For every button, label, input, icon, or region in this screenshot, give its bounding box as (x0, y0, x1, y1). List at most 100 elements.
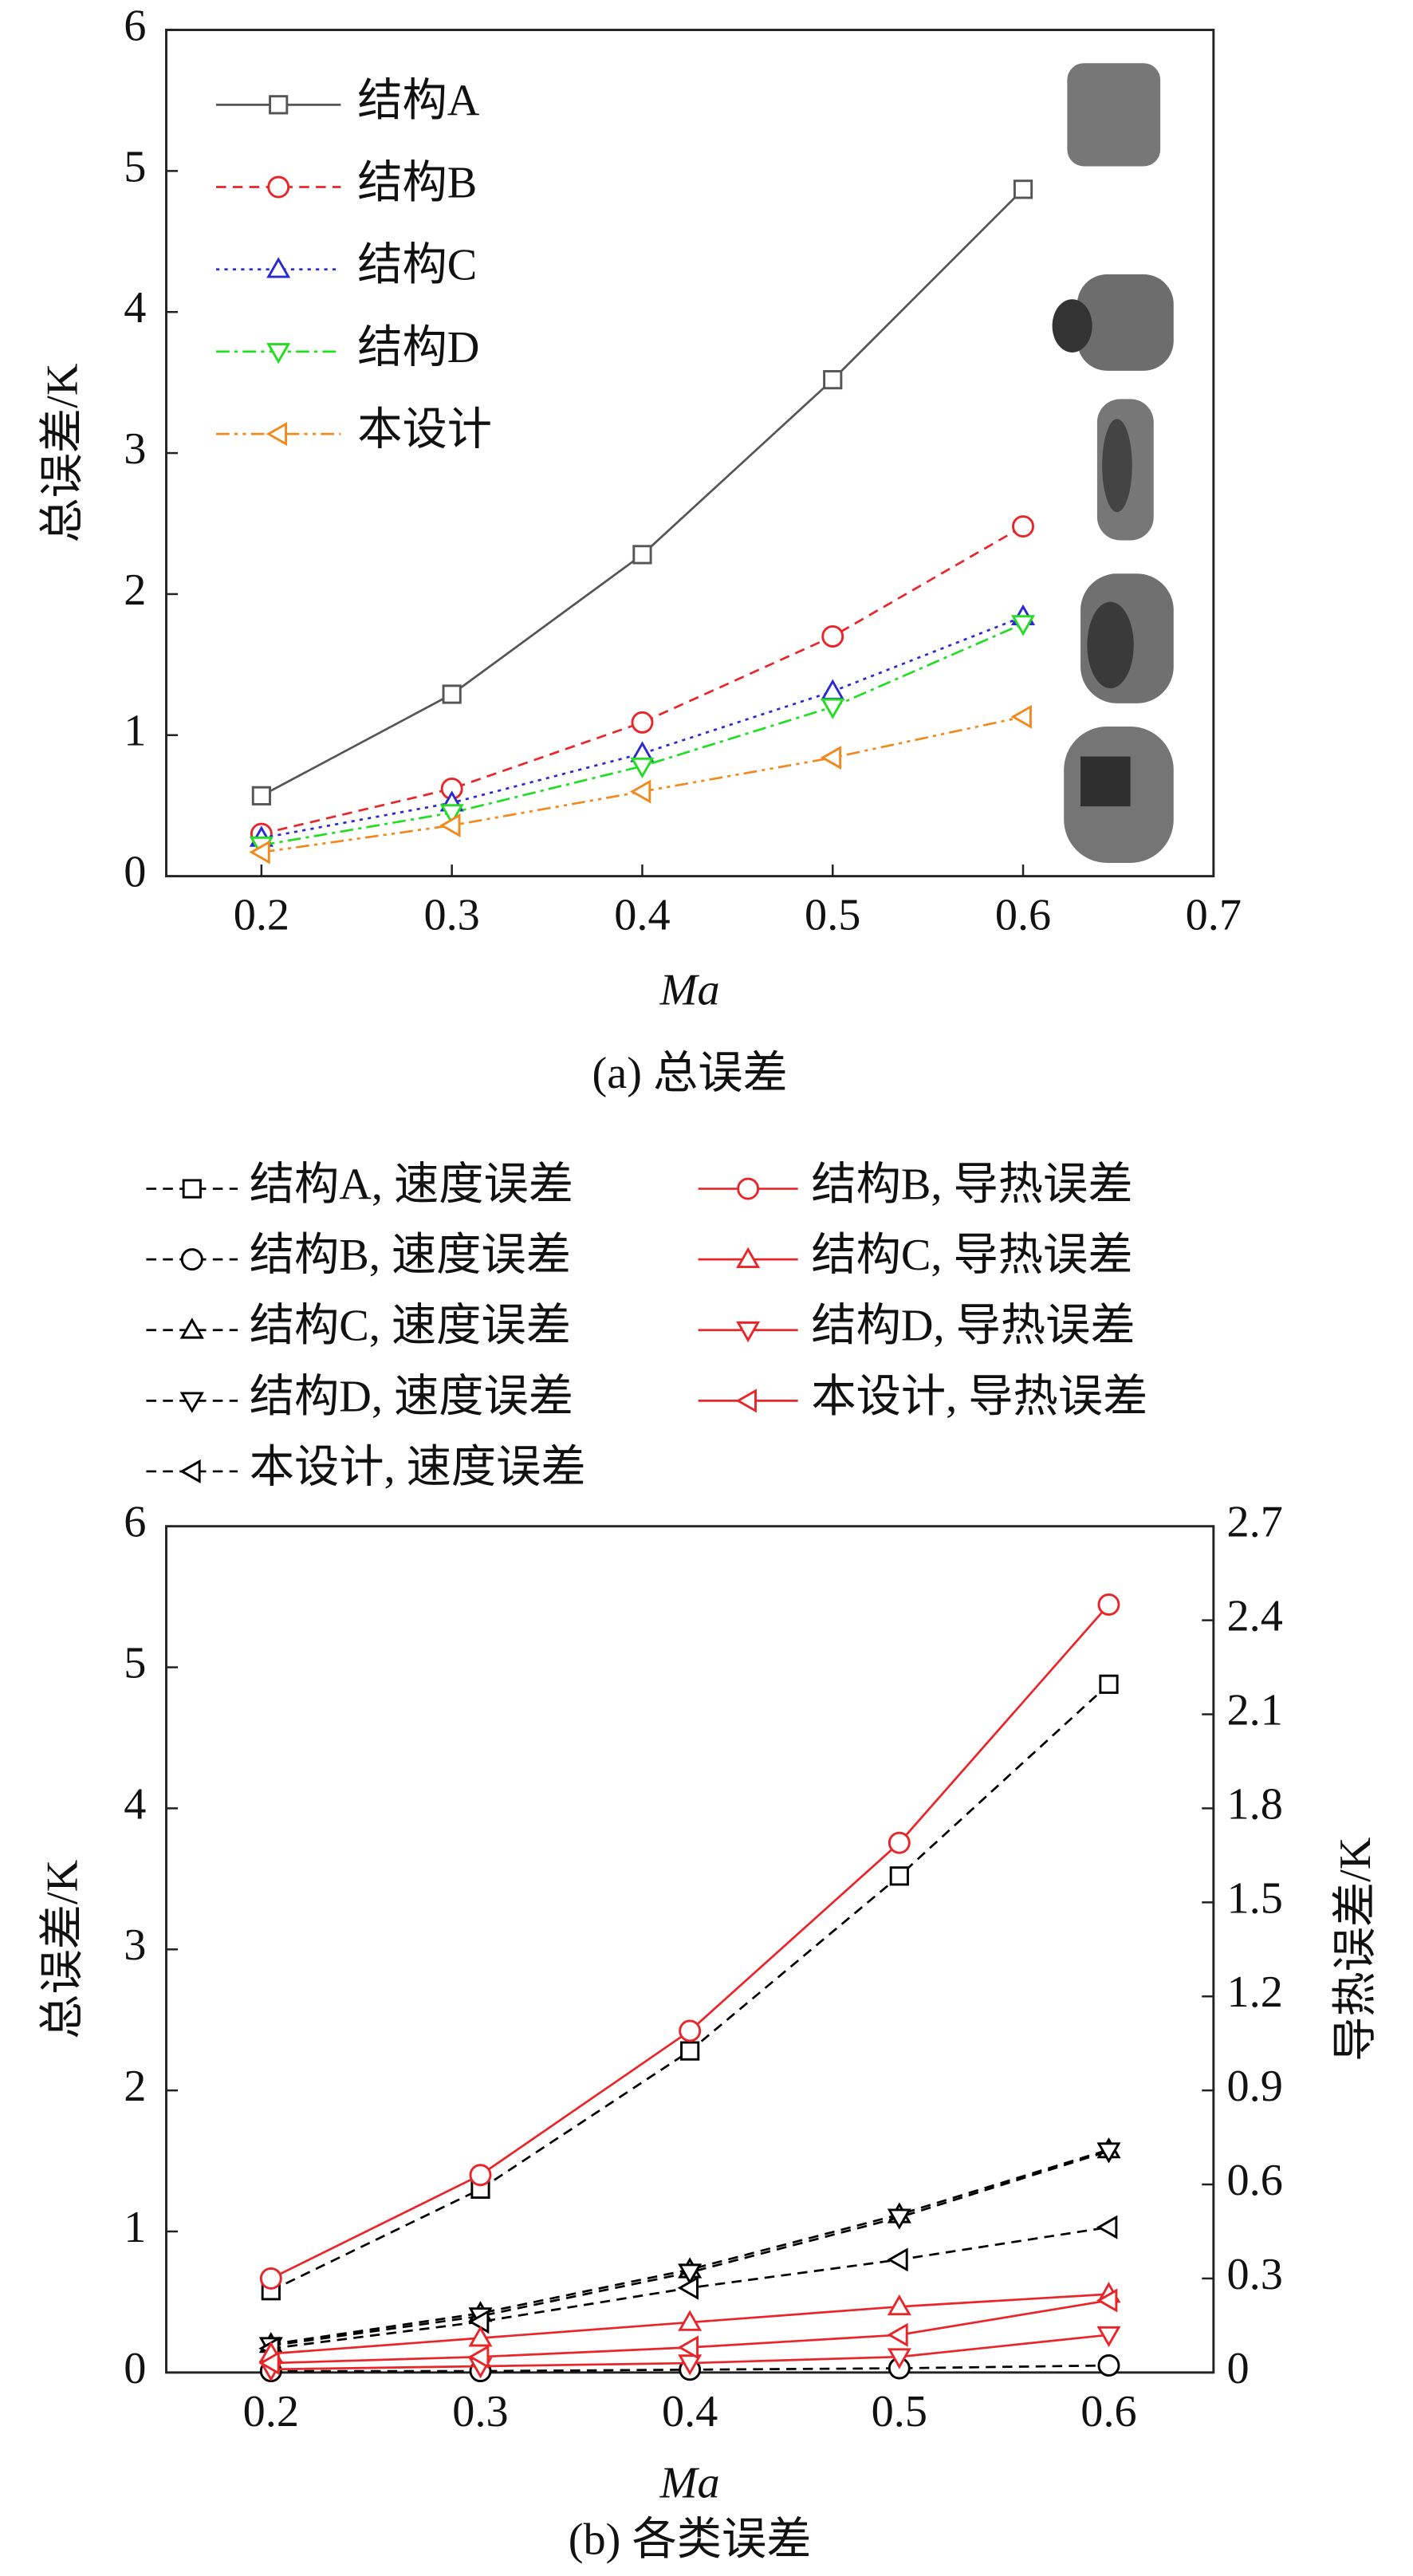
y2-tick-label: 2.4 (1227, 1592, 1283, 1641)
legend-marker (179, 1392, 204, 1413)
y-tick-label: 6 (124, 1498, 146, 1547)
marker (631, 711, 654, 734)
marker (630, 779, 651, 804)
marker (1013, 179, 1033, 199)
y2-tick-label: 1.8 (1227, 1779, 1283, 1829)
x-tick-label: 0.4 (662, 2387, 718, 2436)
marker (1096, 2142, 1121, 2164)
marker (1097, 2354, 1120, 2377)
caption: (b) 各类误差 (569, 2515, 812, 2564)
series-line (270, 2149, 1109, 2346)
series-line (261, 715, 1024, 853)
marker (887, 2208, 911, 2230)
marker (439, 813, 461, 837)
legend-label: 结构C, 速度误差 (250, 1302, 571, 1351)
x-axis-label: Ma (659, 2459, 720, 2508)
legend-label: 结构B, 速度误差 (250, 1231, 571, 1280)
legend-marker (179, 1318, 204, 1339)
marker (887, 2247, 908, 2272)
marker (442, 684, 462, 704)
marker (887, 2322, 908, 2347)
marker (469, 2164, 492, 2187)
y2-tick-label: 0.6 (1227, 2156, 1283, 2205)
marker (258, 2351, 280, 2376)
y-axis-label: 总误差/K (37, 1859, 87, 2038)
marker (1097, 1593, 1120, 1616)
y2-tick-label: 0.3 (1227, 2250, 1283, 2299)
structure-image (1076, 274, 1174, 371)
structure-image (1052, 299, 1092, 353)
legend-marker (179, 1459, 201, 1483)
legend-label: 本设计, 速度误差 (250, 1443, 586, 1492)
marker (632, 545, 652, 565)
marker (1010, 704, 1032, 729)
marker (678, 2354, 703, 2376)
marker (821, 625, 844, 648)
y2-tick-label: 0 (1227, 2344, 1250, 2393)
series-line (270, 1683, 1110, 2292)
marker (1012, 515, 1035, 538)
legend-marker (182, 1179, 202, 1199)
legend-label: 结构B, 导热误差 (811, 1160, 1132, 1209)
marker (468, 2345, 490, 2369)
x-tick-label: 0.2 (234, 891, 289, 940)
legend-label: 结构D (357, 323, 479, 372)
x-axis-label: Ma (659, 966, 720, 1015)
marker (888, 1831, 911, 1854)
marker (1096, 2326, 1121, 2348)
structure-image (1087, 601, 1134, 689)
marker (1096, 2288, 1118, 2313)
x-tick-label: 0.2 (243, 2387, 299, 2436)
series-line (261, 622, 1024, 847)
x-tick-label: 0.5 (872, 2387, 927, 2436)
x-tick-label: 0.3 (423, 891, 479, 940)
marker (259, 2267, 282, 2290)
y2-axis-label: 导热误差/K (1331, 1837, 1380, 2062)
legend-label: 本设计 (357, 405, 492, 455)
x-tick-label: 0.7 (1186, 891, 1242, 940)
legend-marker (180, 1248, 203, 1271)
y2-tick-label: 1.5 (1227, 1873, 1283, 1923)
legend-label: 本设计, 导热误差 (811, 1372, 1147, 1421)
x-tick-label: 0.4 (614, 891, 670, 940)
legend-label: 结构D, 速度误差 (250, 1372, 573, 1421)
series-line (261, 615, 1024, 840)
marker (887, 2294, 911, 2316)
marker (468, 2326, 493, 2347)
y-tick-label: 4 (124, 1779, 146, 1829)
marker (1099, 1674, 1119, 1694)
legend-label: 结构B (357, 158, 477, 207)
legend-label: 结构A (357, 76, 480, 125)
y-tick-label: 3 (124, 424, 146, 474)
caption: (a) 总误差 (592, 1049, 787, 1098)
marker (678, 2263, 703, 2285)
marker (677, 2335, 699, 2360)
legend-label: 结构C, 导热误差 (811, 1231, 1132, 1280)
legend-marker (266, 257, 291, 278)
marker (821, 698, 845, 719)
marker (251, 786, 271, 805)
y2-tick-label: 2.1 (1227, 1685, 1283, 1735)
structure-image (1080, 756, 1131, 807)
marker (820, 746, 842, 770)
x-tick-label: 0.5 (805, 891, 860, 940)
legend-marker (266, 422, 288, 447)
y-tick-label: 4 (124, 283, 146, 333)
marker (889, 1866, 909, 1886)
y-tick-label: 0 (124, 2344, 146, 2393)
structure-image (1102, 419, 1132, 513)
y-tick-label: 5 (124, 1639, 146, 1688)
legend-marker (266, 343, 291, 364)
legend-marker (736, 1321, 761, 1343)
x-tick-label: 0.6 (1080, 2387, 1136, 2436)
x-tick-label: 0.6 (995, 891, 1051, 940)
y-axis-label: 总误差/K (37, 363, 87, 542)
y-tick-label: 1 (124, 2203, 146, 2252)
marker (679, 2019, 702, 2042)
y-tick-label: 1 (124, 707, 146, 756)
series-line (270, 1604, 1110, 2280)
marker (678, 2310, 703, 2331)
marker (823, 370, 843, 390)
marker (249, 840, 270, 865)
